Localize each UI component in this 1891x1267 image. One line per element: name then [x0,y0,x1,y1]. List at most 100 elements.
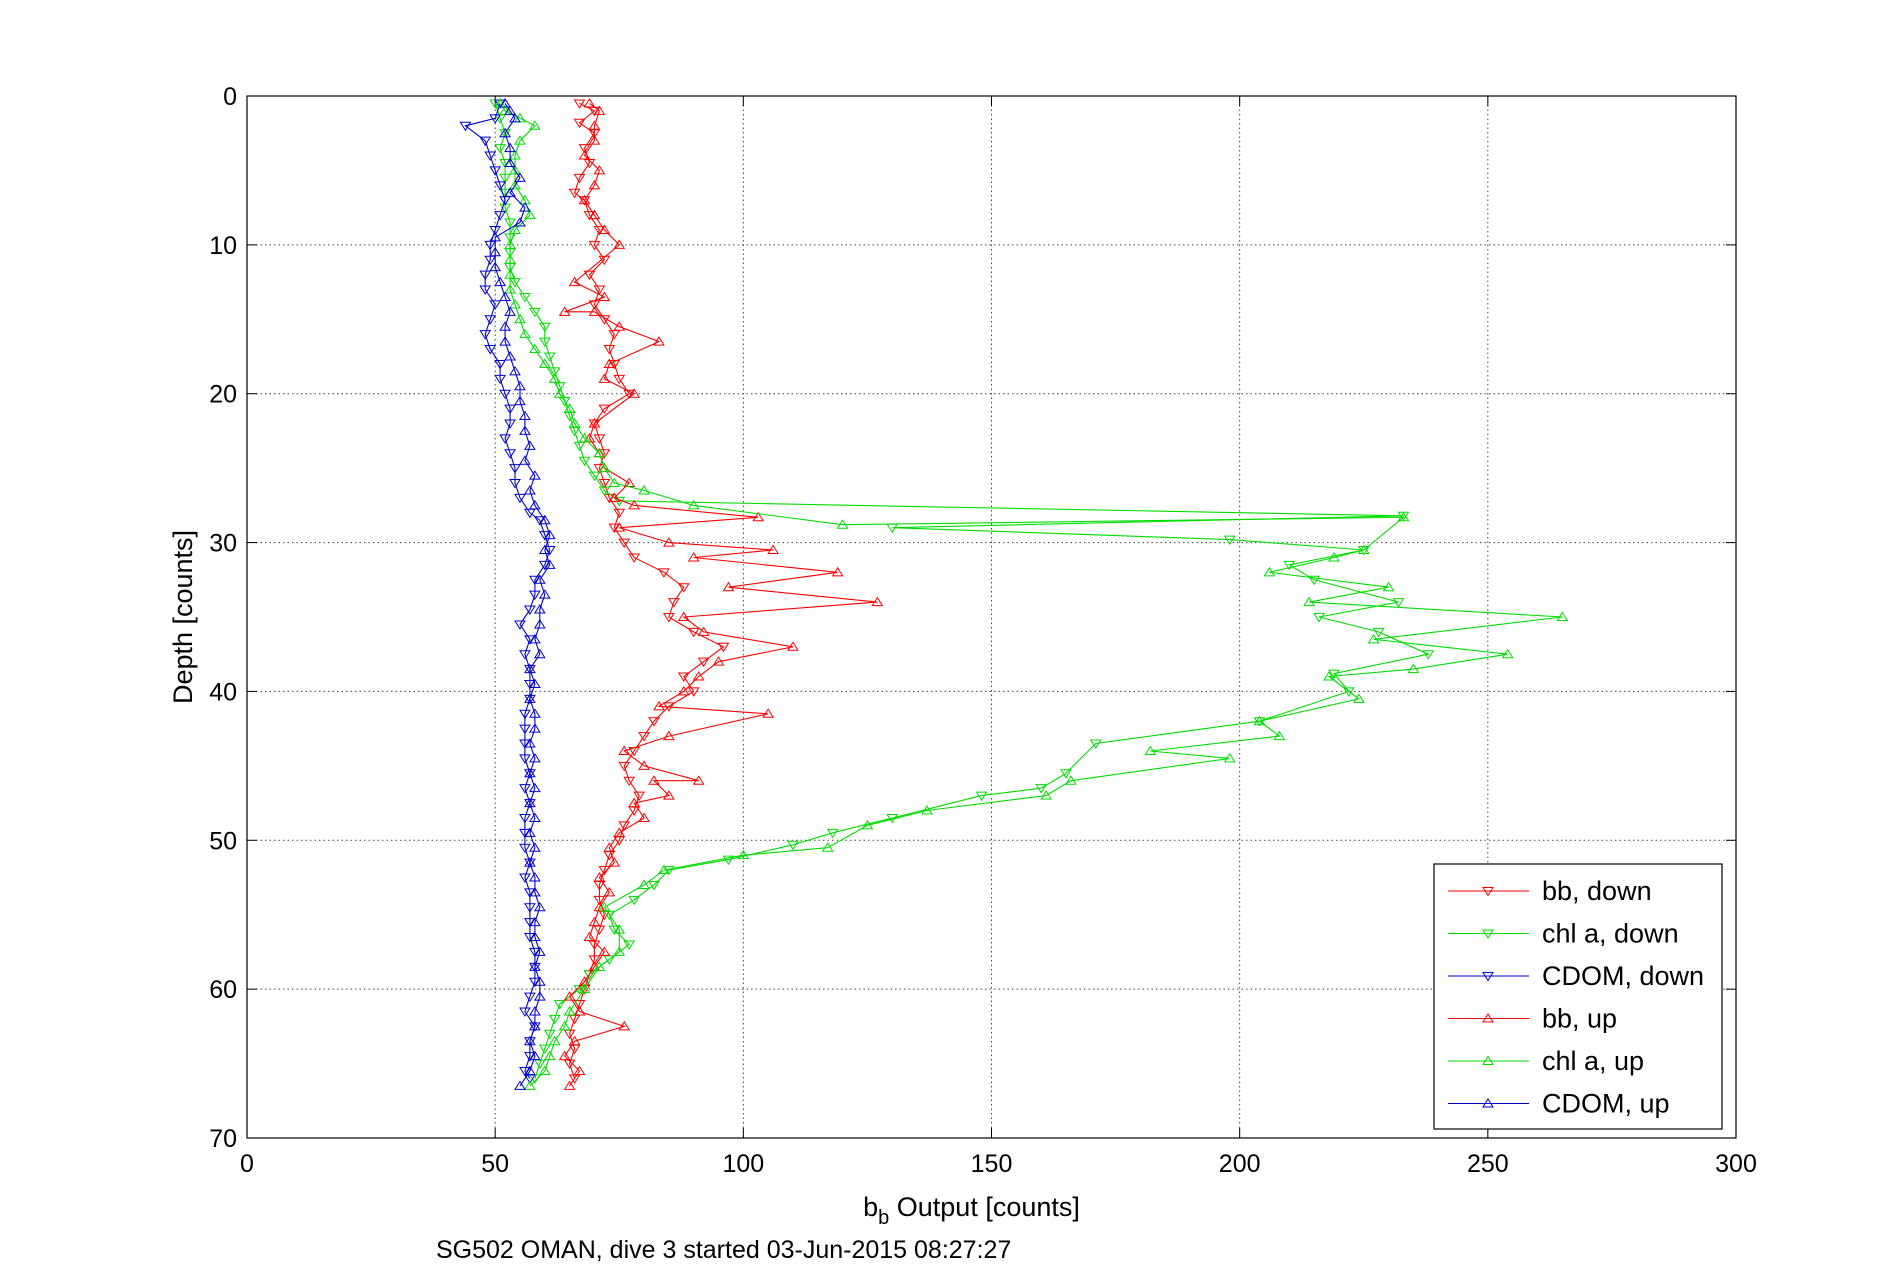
data-point [504,254,516,264]
x-tick-label: 0 [240,1150,254,1178]
data-point [573,118,586,129]
data-point [528,812,541,822]
data-point [563,403,576,413]
data-point [524,1037,536,1047]
data-point [494,276,507,287]
data-point [787,840,799,851]
legend-marker [1482,1013,1494,1023]
data-point [528,886,541,897]
y-tick-label: 60 [209,976,237,1004]
data-point [1089,739,1102,749]
data-point [588,209,601,220]
data-point [519,202,531,212]
data-point [528,499,541,510]
data-point [514,172,526,182]
data-point [528,633,541,644]
data-point [593,961,606,971]
data-point [528,470,541,480]
data-point [528,575,541,586]
data-point [762,708,775,718]
data-point [613,827,626,837]
data-point [504,105,516,115]
data-point [677,583,690,593]
data-point [677,685,690,696]
series-cdom-down [459,99,556,1084]
data-point [578,194,591,205]
data-point [504,284,516,294]
data-point [504,404,516,415]
data-point [712,656,725,666]
data-point [628,388,641,398]
data-point [519,709,531,720]
x-tick-label: 300 [1715,1150,1757,1178]
data-point [603,842,616,852]
data-point [519,724,531,735]
data-point [528,307,541,318]
data-point [504,142,516,153]
y-tick-label: 70 [209,1125,237,1153]
data-point [662,537,675,547]
data-point [573,99,586,109]
data-point [533,976,546,986]
data-point [593,872,606,882]
data-point [588,418,601,428]
data-point [613,374,626,385]
data-point [1352,693,1365,703]
data-point [528,752,541,763]
data-point [524,738,536,748]
data-point [662,790,675,800]
y-tick-label: 0 [223,83,237,111]
data-point [524,635,536,645]
data-point [737,849,750,860]
data-point [1144,745,1157,755]
data-point [821,842,834,852]
data-point [524,827,536,837]
data-point [1065,775,1077,785]
data-point [593,164,606,175]
data-point [538,560,551,571]
data-point [593,225,606,236]
data-point [533,946,546,956]
data-point [528,120,541,130]
series-layer [459,97,1569,1090]
data-point [484,315,497,325]
data-point [598,449,611,459]
data-point [603,886,616,897]
series-line [499,103,1563,1087]
data-point [1392,598,1405,608]
data-point [1382,581,1395,592]
data-point [533,991,546,1001]
data-point [677,611,690,621]
data-point [648,775,660,785]
data-point [524,903,536,913]
data-point [598,404,611,415]
data-point [578,432,591,443]
x-tick-label: 50 [481,1150,509,1178]
data-point [638,879,650,889]
data-point [921,805,933,815]
data-point [578,144,591,154]
data-point [514,217,526,227]
data-point [1342,687,1355,697]
data-point [578,456,591,467]
data-point [489,166,502,176]
data-point [588,135,601,145]
data-point [722,855,735,866]
legend-entry: CDOM, up [1448,1089,1670,1119]
data-point [861,819,874,830]
data-point [509,298,521,309]
data-point [543,546,556,556]
data-point [613,946,626,956]
data-point [573,1000,586,1010]
legend-box [1433,863,1723,1130]
data-point [638,812,650,822]
data-point [509,365,521,376]
data-point [533,516,546,526]
data-point [573,1006,586,1016]
data-point [514,1080,526,1090]
data-point [687,687,700,697]
legend-label: bb, up [1542,1004,1617,1034]
data-point [563,1080,576,1090]
x-axis-label: bb Output [counts] [863,1192,1080,1229]
data-point [509,112,521,123]
